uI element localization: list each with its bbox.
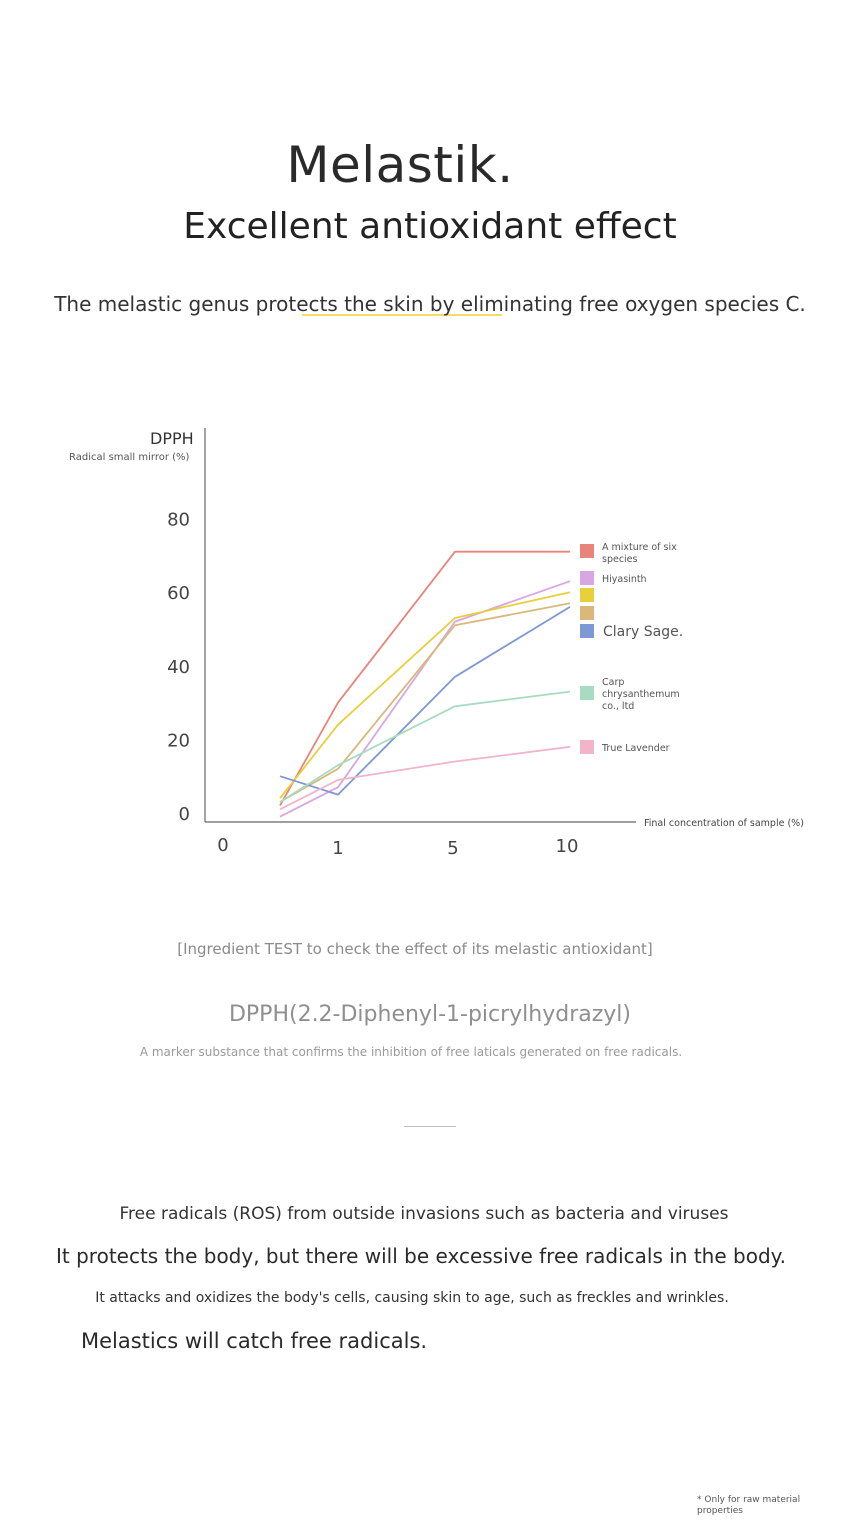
y-tick-label: 0 xyxy=(179,804,190,825)
legend-swatch-3 xyxy=(580,588,594,602)
legend-swatch-4 xyxy=(580,606,594,620)
chart-series-lines xyxy=(279,550,571,818)
legend-label-7: True Lavender xyxy=(601,743,670,754)
legend-swatch-6 xyxy=(580,686,594,700)
legend-label-1: A mixture of six xyxy=(602,542,677,553)
paragraph-3: It attacks and oxidizes the body's cells… xyxy=(95,1290,729,1306)
x-axis-title: Final concentration of sample (%) xyxy=(644,818,804,829)
series-line-3 xyxy=(279,591,571,799)
dpph-title: DPPH(2.2-Diphenyl-1-picrylhydrazyl) xyxy=(228,1002,632,1027)
intro-text: The melastic genus protects the skin by … xyxy=(54,292,806,316)
x-tick-label: 5 xyxy=(447,838,458,859)
dpph-line-chart: DPPH Radical small mirror (%) Final concen… xyxy=(69,428,804,859)
y-tick-label: 20 xyxy=(167,730,190,751)
x-tick-label: 1 xyxy=(332,838,343,859)
footnote: * Only for raw material properties xyxy=(697,1495,801,1516)
series-line-7 xyxy=(279,745,571,811)
x-tick-label: 0 xyxy=(217,835,228,856)
legend-swatch-2 xyxy=(580,571,594,585)
legend-label-6: Carp xyxy=(602,677,624,688)
paragraph-2: It protects the body, but there will be … xyxy=(56,1244,786,1268)
series-line-6 xyxy=(279,690,571,803)
page-headline: Excellent antioxidant effect xyxy=(183,206,677,247)
legend-swatch-5 xyxy=(580,624,594,638)
paragraph-4: Melastics will catch free radicals. xyxy=(81,1329,428,1353)
legend-swatch-1 xyxy=(580,544,594,558)
legend-label-5: Clary Sage. xyxy=(603,624,683,640)
y-tick-label: 60 xyxy=(167,583,190,604)
paragraph-1: Free radicals (ROS) from outside invasio… xyxy=(119,1204,729,1224)
y-tick-label: 80 xyxy=(167,510,190,531)
series-line-2 xyxy=(279,580,571,818)
chart-caption: [Ingredient TEST to check the effect of … xyxy=(177,940,653,958)
chart-ticks: 0 20 40 60 80 0 1 5 10 xyxy=(167,510,578,859)
series-line-1 xyxy=(279,550,570,807)
y-tick-label: 40 xyxy=(167,657,190,678)
y-axis-title: DPPH xyxy=(150,429,194,448)
section-divider xyxy=(404,1126,456,1127)
chart-axes: DPPH Radical small mirror (%) Final concen… xyxy=(69,428,804,829)
x-tick-label: 10 xyxy=(556,836,579,857)
legend-label-6: co., ltd xyxy=(602,701,634,712)
y-axis-subtitle: Radical small mirror (%) xyxy=(69,452,190,463)
legend-swatch-7 xyxy=(580,740,594,754)
legend-label-6: chrysanthemum xyxy=(602,689,680,700)
legend-label-1: species xyxy=(602,554,638,565)
dpph-subtitle: A marker substance that confirms the inh… xyxy=(139,1045,683,1059)
legend-label-2: Hiyasinth xyxy=(602,574,647,585)
brand-title: Melastik. xyxy=(286,136,514,194)
highlight-underline xyxy=(302,314,502,316)
